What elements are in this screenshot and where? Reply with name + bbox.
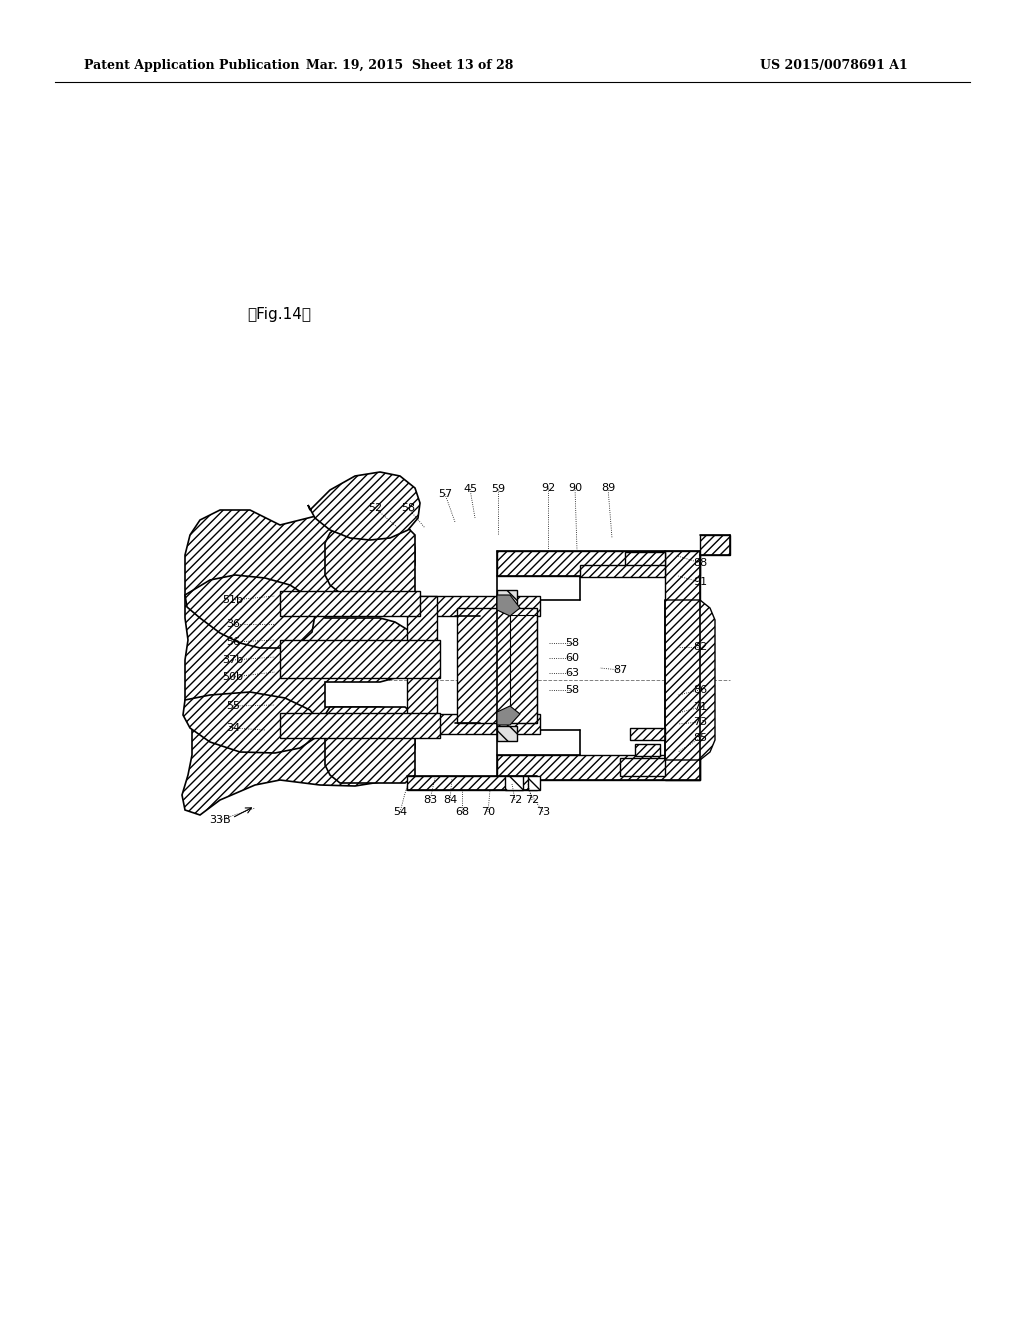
Text: 54: 54 bbox=[393, 807, 408, 817]
Text: 36: 36 bbox=[226, 619, 240, 630]
Text: 58: 58 bbox=[565, 685, 579, 696]
Bar bbox=[457, 609, 537, 723]
Bar bbox=[407, 597, 540, 616]
Bar bbox=[280, 591, 420, 616]
Bar bbox=[280, 640, 440, 678]
Bar bbox=[497, 755, 700, 780]
Text: 68: 68 bbox=[455, 807, 469, 817]
Text: 51b: 51b bbox=[222, 595, 244, 605]
Text: 【Fig.14】: 【Fig.14】 bbox=[247, 308, 311, 322]
Text: 84: 84 bbox=[442, 795, 457, 805]
Text: 45: 45 bbox=[463, 484, 477, 494]
Text: 91: 91 bbox=[693, 577, 707, 587]
Text: 85: 85 bbox=[693, 733, 707, 743]
Bar bbox=[505, 776, 523, 789]
Text: Patent Application Publication: Patent Application Publication bbox=[84, 58, 299, 71]
Text: 63: 63 bbox=[565, 668, 579, 678]
Text: 90: 90 bbox=[568, 483, 582, 492]
Polygon shape bbox=[665, 601, 715, 760]
Text: 37b: 37b bbox=[222, 655, 244, 665]
Text: 33B: 33B bbox=[209, 814, 230, 825]
Bar bbox=[665, 550, 700, 780]
Text: 82: 82 bbox=[693, 642, 708, 652]
Bar bbox=[407, 714, 540, 734]
Text: 58: 58 bbox=[565, 638, 579, 648]
Bar bbox=[280, 713, 440, 738]
Text: 34: 34 bbox=[226, 723, 240, 733]
Text: 73: 73 bbox=[693, 717, 707, 727]
Text: 57: 57 bbox=[438, 488, 452, 499]
Bar bbox=[528, 776, 540, 789]
Polygon shape bbox=[182, 510, 415, 814]
Text: 71: 71 bbox=[693, 702, 707, 711]
Text: US 2015/0078691 A1: US 2015/0078691 A1 bbox=[760, 58, 907, 71]
Text: 89: 89 bbox=[601, 483, 615, 492]
Text: 59: 59 bbox=[490, 484, 505, 494]
Bar bbox=[580, 565, 665, 577]
Text: 56: 56 bbox=[226, 638, 240, 647]
Text: 52: 52 bbox=[368, 503, 382, 513]
Text: 88: 88 bbox=[693, 558, 708, 568]
Bar bbox=[497, 726, 517, 741]
Text: 72: 72 bbox=[525, 795, 539, 805]
Text: 73: 73 bbox=[536, 807, 550, 817]
Polygon shape bbox=[497, 706, 520, 725]
Bar bbox=[407, 776, 537, 789]
Bar bbox=[497, 590, 517, 605]
Bar bbox=[407, 597, 437, 734]
Polygon shape bbox=[325, 525, 415, 593]
Polygon shape bbox=[308, 473, 420, 540]
Text: 55: 55 bbox=[226, 701, 240, 711]
Text: 50b: 50b bbox=[222, 672, 244, 682]
Bar bbox=[620, 758, 665, 776]
Bar bbox=[700, 535, 730, 554]
Polygon shape bbox=[183, 692, 319, 752]
Text: 87: 87 bbox=[613, 665, 627, 675]
Text: Mar. 19, 2015  Sheet 13 of 28: Mar. 19, 2015 Sheet 13 of 28 bbox=[306, 58, 514, 71]
Text: 92: 92 bbox=[541, 483, 555, 492]
Text: 86: 86 bbox=[693, 685, 707, 696]
Bar bbox=[625, 552, 665, 566]
Polygon shape bbox=[497, 595, 520, 616]
Polygon shape bbox=[325, 708, 415, 783]
Polygon shape bbox=[185, 576, 315, 648]
Bar bbox=[635, 744, 660, 756]
Text: 70: 70 bbox=[481, 807, 495, 817]
Text: 60: 60 bbox=[565, 653, 579, 663]
Text: 58: 58 bbox=[401, 503, 415, 513]
Bar bbox=[497, 550, 700, 576]
Bar bbox=[630, 729, 665, 741]
Text: 72: 72 bbox=[508, 795, 522, 805]
Text: 83: 83 bbox=[423, 795, 437, 805]
